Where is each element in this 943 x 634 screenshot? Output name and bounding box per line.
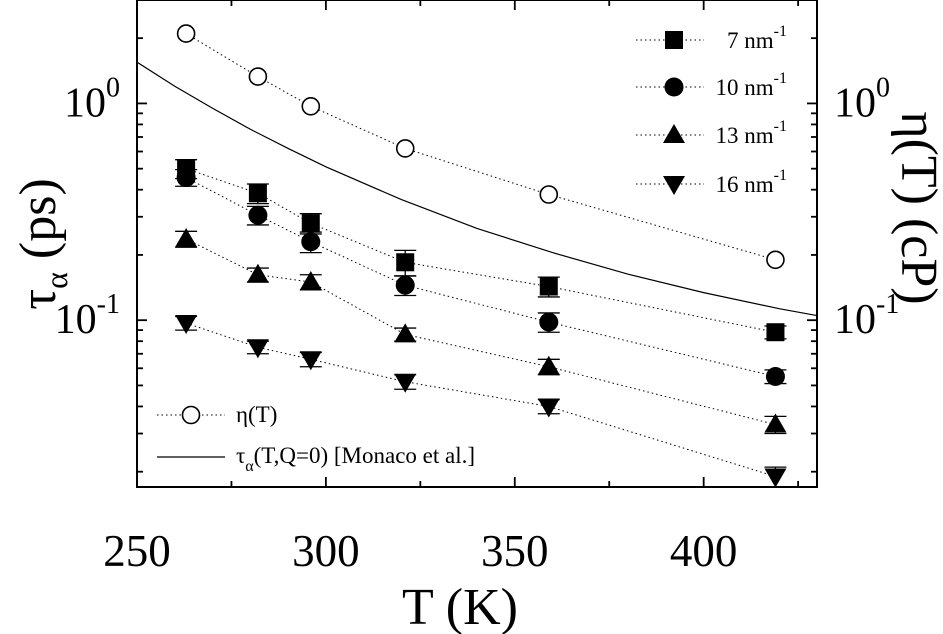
axes-layer — [136, 0, 818, 488]
y-tick-label-right: 10-1 — [834, 289, 899, 343]
data-point-4-0 — [176, 24, 196, 43]
data-point-0-2 — [301, 214, 320, 233]
legend-item-2: 13 nm-1 — [636, 118, 787, 148]
legend-label-sup: -1 — [774, 118, 787, 135]
series-2 — [175, 227, 787, 435]
legend-label-sup: -1 — [774, 70, 787, 87]
y-tick-label-right: 100 — [834, 72, 890, 126]
series-dotted-line-4 — [185, 33, 776, 261]
legend-item-3: 16 nm-1 — [636, 167, 787, 197]
series-3 — [175, 315, 787, 487]
series-line-5 — [137, 61, 817, 317]
series-layer — [137, 24, 817, 487]
y-axis-title-left-rest: (ps) — [10, 178, 67, 272]
legend-label: 16 nm-1 — [716, 167, 787, 197]
data-point-0-1 — [248, 184, 267, 203]
data-point-3-2 — [299, 351, 322, 371]
legend-label: 7 nm-1 — [727, 23, 787, 53]
legend-label-sub: α — [245, 458, 254, 475]
data-point-2-0 — [175, 227, 198, 247]
y-axis-title-left: τα (ps) — [10, 178, 74, 310]
legend-layer: 7 nm-1 10 nm-1 13 nm-1 16 nm-1 η(T) τα(T,Q=0)… — [157, 23, 787, 475]
data-point-4-4 — [539, 185, 559, 204]
y-tick-exp-left: 0 — [106, 72, 120, 103]
y-axis-title-left-main: τ — [10, 289, 67, 310]
legend-item-4: η(T) — [157, 402, 277, 427]
series-dotted-line-2 — [185, 238, 776, 426]
data-point-4-1 — [248, 67, 268, 86]
data-point-2-5 — [764, 413, 787, 433]
plot-frame — [136, 0, 818, 488]
series-dotted-line-0 — [185, 168, 776, 333]
legend-item-5: τα(T,Q=0) [Monaco et al.] — [157, 443, 475, 475]
data-point-3-0 — [175, 315, 198, 335]
legend-label-sup: -1 — [774, 23, 787, 40]
legend-marker — [181, 405, 201, 425]
series-dotted-line-3 — [185, 322, 776, 478]
legend-label-sup: -1 — [774, 167, 787, 184]
data-point-0-4 — [539, 277, 558, 296]
data-point-1-0 — [176, 168, 196, 188]
legend-marker — [663, 124, 685, 143]
data-point-3-1 — [246, 339, 269, 359]
data-point-2-4 — [537, 355, 560, 375]
y-tick-label-left: 100 — [64, 72, 120, 126]
legend-item-0: 7 nm-1 — [636, 23, 787, 53]
series-5 — [137, 61, 817, 317]
legend-marker — [663, 176, 685, 195]
legend-label-main: τ — [236, 443, 245, 468]
data-point-4-2 — [301, 96, 321, 116]
data-point-4-3 — [395, 139, 415, 158]
y-tick-exp-left: -1 — [97, 289, 120, 320]
data-point-2-3 — [394, 323, 417, 343]
x-tick-label: 400 — [670, 526, 738, 576]
legend-marker — [664, 77, 684, 97]
legend-item-1: 10 nm-1 — [636, 70, 787, 100]
data-point-1-1 — [248, 205, 268, 225]
data-point-3-4 — [537, 398, 560, 418]
legend-marker — [665, 31, 683, 49]
x-tick-label: 250 — [103, 526, 171, 576]
y-tick-exp-right: 0 — [876, 72, 890, 103]
x-tick-label: 300 — [292, 526, 360, 576]
data-point-1-5 — [765, 366, 785, 386]
x-axis-title: T (K) — [402, 579, 518, 634]
y-axis-title-right: η(T) (cP) — [890, 111, 943, 304]
data-point-1-2 — [301, 232, 321, 252]
series-4 — [176, 24, 785, 270]
legend-label: η(T) — [236, 402, 277, 427]
series-dotted-line-1 — [185, 177, 776, 377]
series-1 — [175, 168, 787, 386]
data-point-0-3 — [396, 253, 415, 272]
x-tick-label: 350 — [481, 526, 549, 576]
data-point-2-2 — [299, 271, 322, 291]
data-point-3-3 — [394, 373, 417, 393]
data-point-3-5 — [764, 468, 787, 487]
series-0 — [175, 159, 787, 342]
data-point-1-4 — [539, 312, 559, 332]
data-point-2-1 — [246, 263, 269, 283]
data-point-4-5 — [766, 250, 785, 270]
legend-label: τα(T,Q=0) [Monaco et al.] — [236, 443, 475, 475]
legend-label: 10 nm-1 — [716, 70, 787, 100]
legend-label: 13 nm-1 — [716, 118, 787, 148]
data-point-1-3 — [395, 275, 415, 295]
data-point-0-5 — [766, 323, 785, 342]
y-axis-title-left-sub: α — [38, 272, 74, 289]
y-tick-label-left: 10-1 — [55, 289, 120, 343]
y-tick-exp-right: -1 — [876, 289, 899, 320]
legend-label-rest: (T,Q=0) [Monaco et al.] — [254, 443, 475, 468]
